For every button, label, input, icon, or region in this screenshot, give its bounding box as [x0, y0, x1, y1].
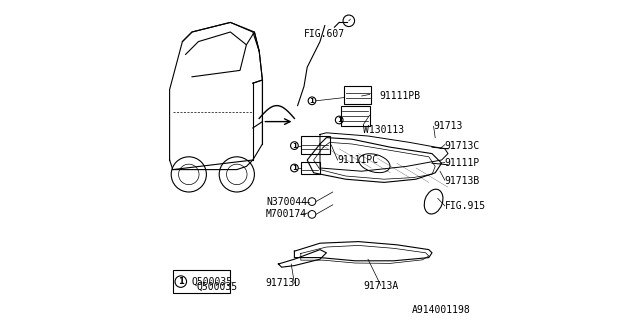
Text: Q500035: Q500035 — [197, 281, 238, 292]
Text: 91713C: 91713C — [445, 140, 480, 151]
Text: FIG.607: FIG.607 — [304, 28, 346, 39]
Bar — [301, 162, 320, 174]
Text: 1: 1 — [292, 165, 297, 171]
Bar — [344, 86, 371, 104]
Text: 91713B: 91713B — [445, 176, 480, 186]
Text: FIG.915: FIG.915 — [445, 201, 486, 212]
Text: 91713: 91713 — [434, 121, 463, 132]
Text: M700174: M700174 — [266, 209, 307, 220]
Text: 91713D: 91713D — [266, 278, 301, 288]
Text: 91713A: 91713A — [363, 281, 399, 292]
Text: 91111P: 91111P — [445, 158, 480, 168]
Text: 1: 1 — [292, 143, 297, 148]
Text: 1: 1 — [337, 117, 342, 123]
Text: 91111PC: 91111PC — [338, 155, 379, 165]
Text: 1: 1 — [310, 98, 314, 104]
Text: 1: 1 — [178, 277, 184, 286]
Bar — [340, 106, 370, 126]
Text: Q500035: Q500035 — [192, 276, 233, 287]
Text: N370044: N370044 — [266, 196, 307, 207]
Text: 91111PB: 91111PB — [380, 91, 420, 101]
Text: A914001198: A914001198 — [412, 305, 470, 316]
Bar — [301, 136, 330, 154]
Text: W130113: W130113 — [364, 124, 404, 135]
